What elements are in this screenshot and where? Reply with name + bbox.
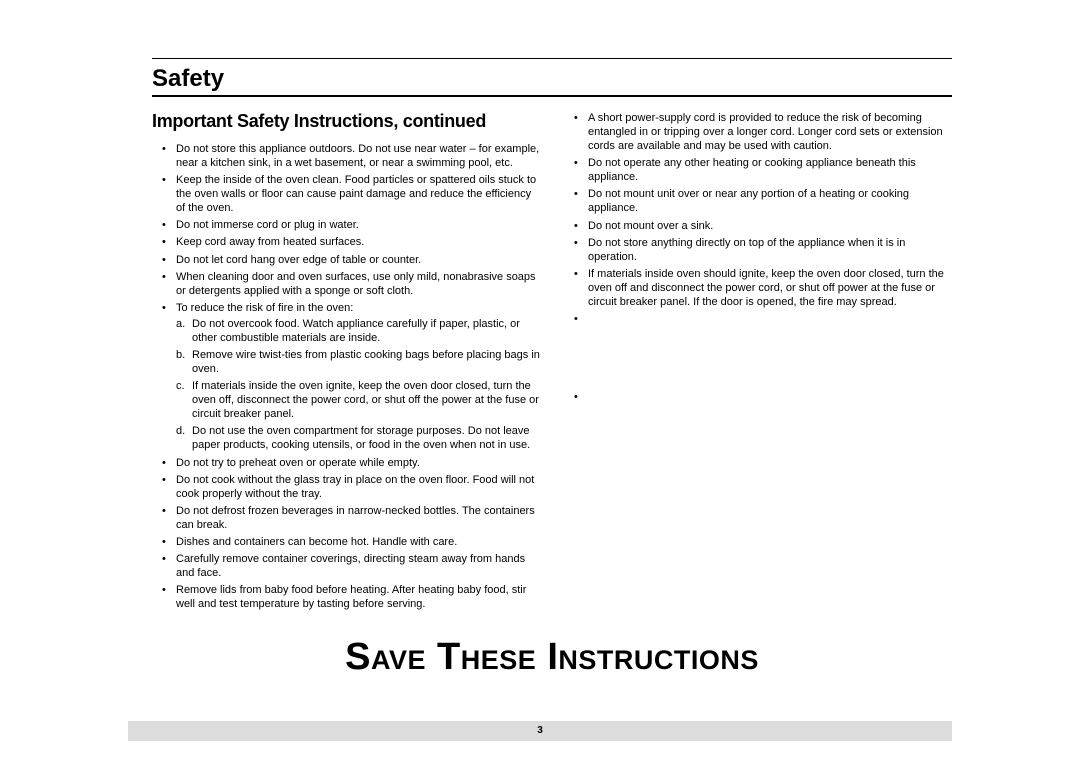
sublist-item: b. Remove wire twist-ties from plastic co… [176,348,540,376]
letter-marker: b. [176,348,185,362]
bullet-item: Do not mount unit over or near any porti… [564,187,952,215]
empty-bullet [564,312,952,387]
bullet-item: Do not immerse cord or plug in water. [152,218,540,232]
bullet-item: If materials inside oven should ignite, … [564,267,952,309]
sublist-item: c. If materials inside the oven ignite, k… [176,379,540,421]
bullet-item: To reduce the risk of fire in the oven: … [152,301,540,453]
bullet-item: Do not store this appliance outdoors. Do… [152,142,540,170]
save-instructions-banner: Save These Instructions [152,636,952,679]
bullet-item: Carefully remove container coverings, di… [152,552,540,580]
left-column: Important Safety Instructions, continued… [152,111,540,614]
section-title: Safety [152,58,952,97]
bullet-item: Do not let cord hang over edge of table … [152,253,540,267]
letter-marker: a. [176,317,185,331]
bullet-item: Dishes and containers can become hot. Ha… [152,535,540,549]
bullet-item: Do not try to preheat oven or operate wh… [152,456,540,470]
bullet-item: Do not defrost frozen beverages in narro… [152,504,540,532]
bullet-text: To reduce the risk of fire in the oven: [176,302,353,314]
bullet-item: Keep the inside of the oven clean. Food … [152,173,540,215]
letter-marker: c. [176,379,185,393]
sublist-item: d. Do not use the oven compartment for st… [176,424,540,452]
safety-bullets-left: Do not store this appliance outdoors. Do… [152,142,540,611]
bullet-item: Do not mount over a sink. [564,219,952,233]
right-column: A short power-supply cord is provided to… [564,111,952,614]
subheading: Important Safety Instructions, continued [152,111,540,132]
page-footer: 3 [128,721,952,741]
sublist-text: If materials inside the oven ignite, kee… [192,380,539,420]
sublist-text: Do not overcook food. Watch appliance ca… [192,318,520,344]
empty-bullet [564,390,952,465]
sublist-text: Remove wire twist-ties from plastic cook… [192,349,540,375]
bullet-item: Do not operate any other heating or cook… [564,156,952,184]
manual-page: Safety Important Safety Instructions, co… [0,0,1080,679]
sublist-item: a. Do not overcook food. Watch appliance … [176,317,540,345]
safety-bullets-right: A short power-supply cord is provided to… [564,111,952,465]
letter-marker: d. [176,424,185,438]
bullet-item: When cleaning door and oven surfaces, us… [152,270,540,298]
bullet-item: Keep cord away from heated surfaces. [152,235,540,249]
bullet-item: Remove lids from baby food before heatin… [152,583,540,611]
sublist-text: Do not use the oven compartment for stor… [192,425,530,451]
bullet-item: Do not store anything directly on top of… [564,236,952,264]
two-column-layout: Important Safety Instructions, continued… [152,111,952,614]
bullet-item: A short power-supply cord is provided to… [564,111,952,153]
bullet-item: Do not cook without the glass tray in pl… [152,473,540,501]
page-number: 3 [537,725,543,736]
lettered-sublist: a. Do not overcook food. Watch appliance … [176,317,540,453]
